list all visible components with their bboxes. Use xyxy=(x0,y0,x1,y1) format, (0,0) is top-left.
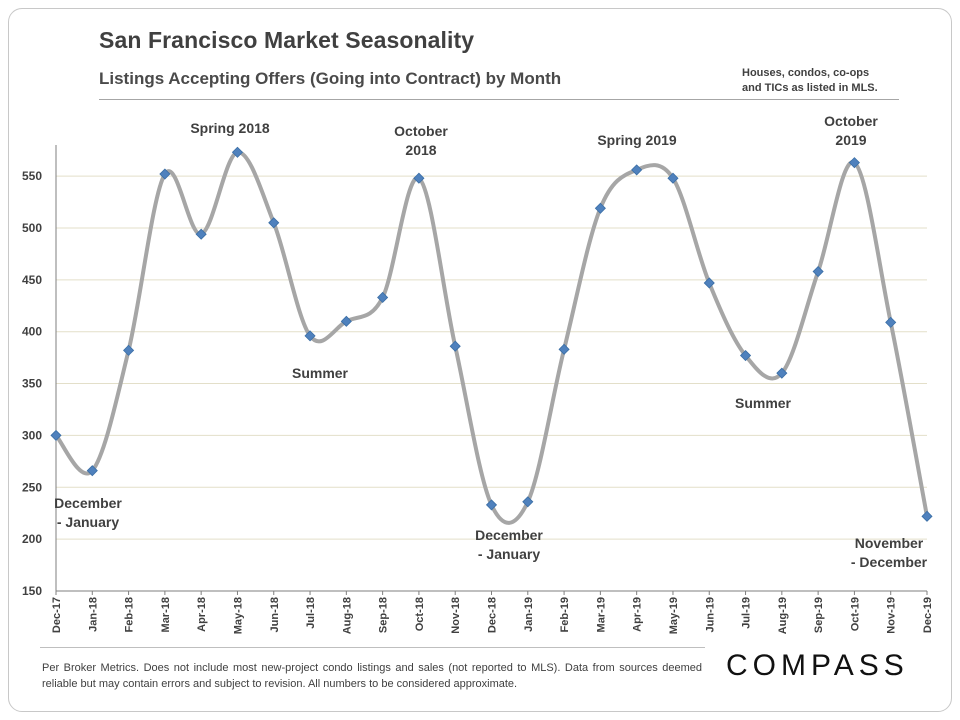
x-tick-label: Jun-18 xyxy=(269,597,281,632)
data-point xyxy=(231,146,244,158)
annotation-october-2019-line2: 2019 xyxy=(835,132,867,148)
annotation-november-december: November - December xyxy=(851,534,927,572)
x-tick-label: Sep-18 xyxy=(378,597,390,633)
data-point xyxy=(848,157,860,169)
x-tick-label: Dec-19 xyxy=(922,597,934,633)
compass-logo: COMPASS xyxy=(726,649,909,682)
annotation-nov-dec-line2: - December xyxy=(850,554,928,570)
y-tick-label: 550 xyxy=(22,169,42,183)
data-point xyxy=(522,496,534,508)
data-point xyxy=(885,316,897,328)
annotation-december-january-2: December - January xyxy=(475,526,543,564)
data-point xyxy=(485,499,498,511)
annotation-dec-jan-2-line1: December xyxy=(475,527,543,543)
data-point xyxy=(304,330,316,342)
y-tick-label: 250 xyxy=(22,480,42,494)
footnote: Per Broker Metrics. Does not include mos… xyxy=(42,662,702,690)
data-point xyxy=(558,343,570,355)
markers-group xyxy=(50,146,933,522)
data-point xyxy=(50,429,62,441)
y-axis-ticks: 150 200 250 300 350 400 450 500 550 xyxy=(22,169,42,598)
annotation-nov-dec-line1: November xyxy=(854,535,924,551)
x-tick-label: Mar-19 xyxy=(595,597,607,632)
annotation-summer-2018: Summer xyxy=(291,365,349,381)
x-tick-label: Jan-18 xyxy=(87,597,99,632)
series-line xyxy=(54,150,929,525)
footer-divider xyxy=(40,647,705,648)
x-tick-label: Apr-19 xyxy=(632,597,644,632)
x-tick-label: Jun-19 xyxy=(704,597,716,632)
annotation-dec-jan-1-line1: December xyxy=(54,495,122,511)
data-point xyxy=(159,168,171,180)
data-scope-note-line2: and TICs as listed in MLS. xyxy=(742,82,878,94)
x-tick-label: Jan-19 xyxy=(523,597,535,632)
annotation-summer-2019: Summer xyxy=(734,395,792,411)
y-tick-label: 450 xyxy=(22,273,42,287)
x-tick-label: Nov-18 xyxy=(450,597,462,634)
annotation-spring-2019: Spring 2019 xyxy=(597,132,677,148)
data-point xyxy=(413,172,425,184)
x-axis-ticks: Dec-17 Jan-18 Feb-18 Mar-18 Apr-18 May-18 Jun-… xyxy=(51,591,934,634)
data-point xyxy=(703,277,715,289)
data-scope-note-line1: Houses, condos, co-ops xyxy=(742,67,870,79)
series-group xyxy=(54,150,929,525)
grid xyxy=(56,175,927,540)
annotation-october-2018-line2: 2018 xyxy=(405,142,437,158)
y-tick-label: 500 xyxy=(22,221,42,235)
annotation-dec-jan-2-line2: - January xyxy=(477,546,541,562)
annotation-october-2019: October 2019 xyxy=(824,112,878,150)
x-tick-label: Apr-18 xyxy=(196,597,208,632)
x-tick-label: May-19 xyxy=(668,597,680,634)
data-point xyxy=(921,510,933,522)
data-point xyxy=(377,291,389,304)
data-point xyxy=(268,217,280,229)
x-tick-label: Mar-18 xyxy=(160,597,172,632)
x-tick-label: Dec-18 xyxy=(487,597,499,633)
x-tick-label: Oct-19 xyxy=(849,597,861,631)
data-point xyxy=(594,202,606,214)
x-tick-label: Jul-18 xyxy=(305,597,317,629)
y-tick-label: 300 xyxy=(22,428,42,442)
data-point xyxy=(739,349,752,362)
y-tick-label: 200 xyxy=(22,532,42,546)
data-point xyxy=(449,340,461,352)
x-tick-label: Feb-19 xyxy=(559,597,571,632)
data-point xyxy=(195,228,207,240)
x-tick-label: Jul-19 xyxy=(741,597,753,629)
data-point xyxy=(340,315,352,327)
data-point xyxy=(776,367,788,379)
annotation-december-january-1: December - January xyxy=(54,494,122,532)
x-tick-label: Dec-17 xyxy=(51,597,63,633)
annotation-dec-jan-1-line2: - January xyxy=(56,514,120,530)
data-point xyxy=(631,164,643,176)
data-point xyxy=(812,265,824,278)
x-tick-label: Oct-18 xyxy=(414,597,426,631)
annotation-october-2018: October 2018 xyxy=(394,122,448,160)
data-scope-note: Houses, condos, co-ops and TICs as liste… xyxy=(742,66,922,96)
y-tick-label: 350 xyxy=(22,377,42,391)
annotation-october-2019-line1: October xyxy=(824,113,878,129)
data-point xyxy=(86,465,98,477)
data-point xyxy=(123,344,135,356)
header-divider xyxy=(99,99,899,100)
x-tick-label: Nov-19 xyxy=(886,597,898,634)
x-tick-label: Aug-19 xyxy=(777,597,789,634)
annotation-october-2018-line1: October xyxy=(394,123,448,139)
annotation-spring-2018: Spring 2018 xyxy=(190,120,270,136)
data-point xyxy=(667,172,679,184)
x-tick-label: May-18 xyxy=(232,597,244,634)
y-tick-label: 400 xyxy=(22,325,42,339)
x-tick-label: Feb-18 xyxy=(124,597,136,632)
chart-subtitle: Listings Accepting Offers (Going into Co… xyxy=(99,69,562,88)
x-tick-label: Aug-18 xyxy=(341,597,353,634)
y-tick-label: 150 xyxy=(22,584,42,598)
chart-title: San Francisco Market Seasonality xyxy=(99,27,475,53)
x-tick-label: Sep-19 xyxy=(813,597,825,633)
